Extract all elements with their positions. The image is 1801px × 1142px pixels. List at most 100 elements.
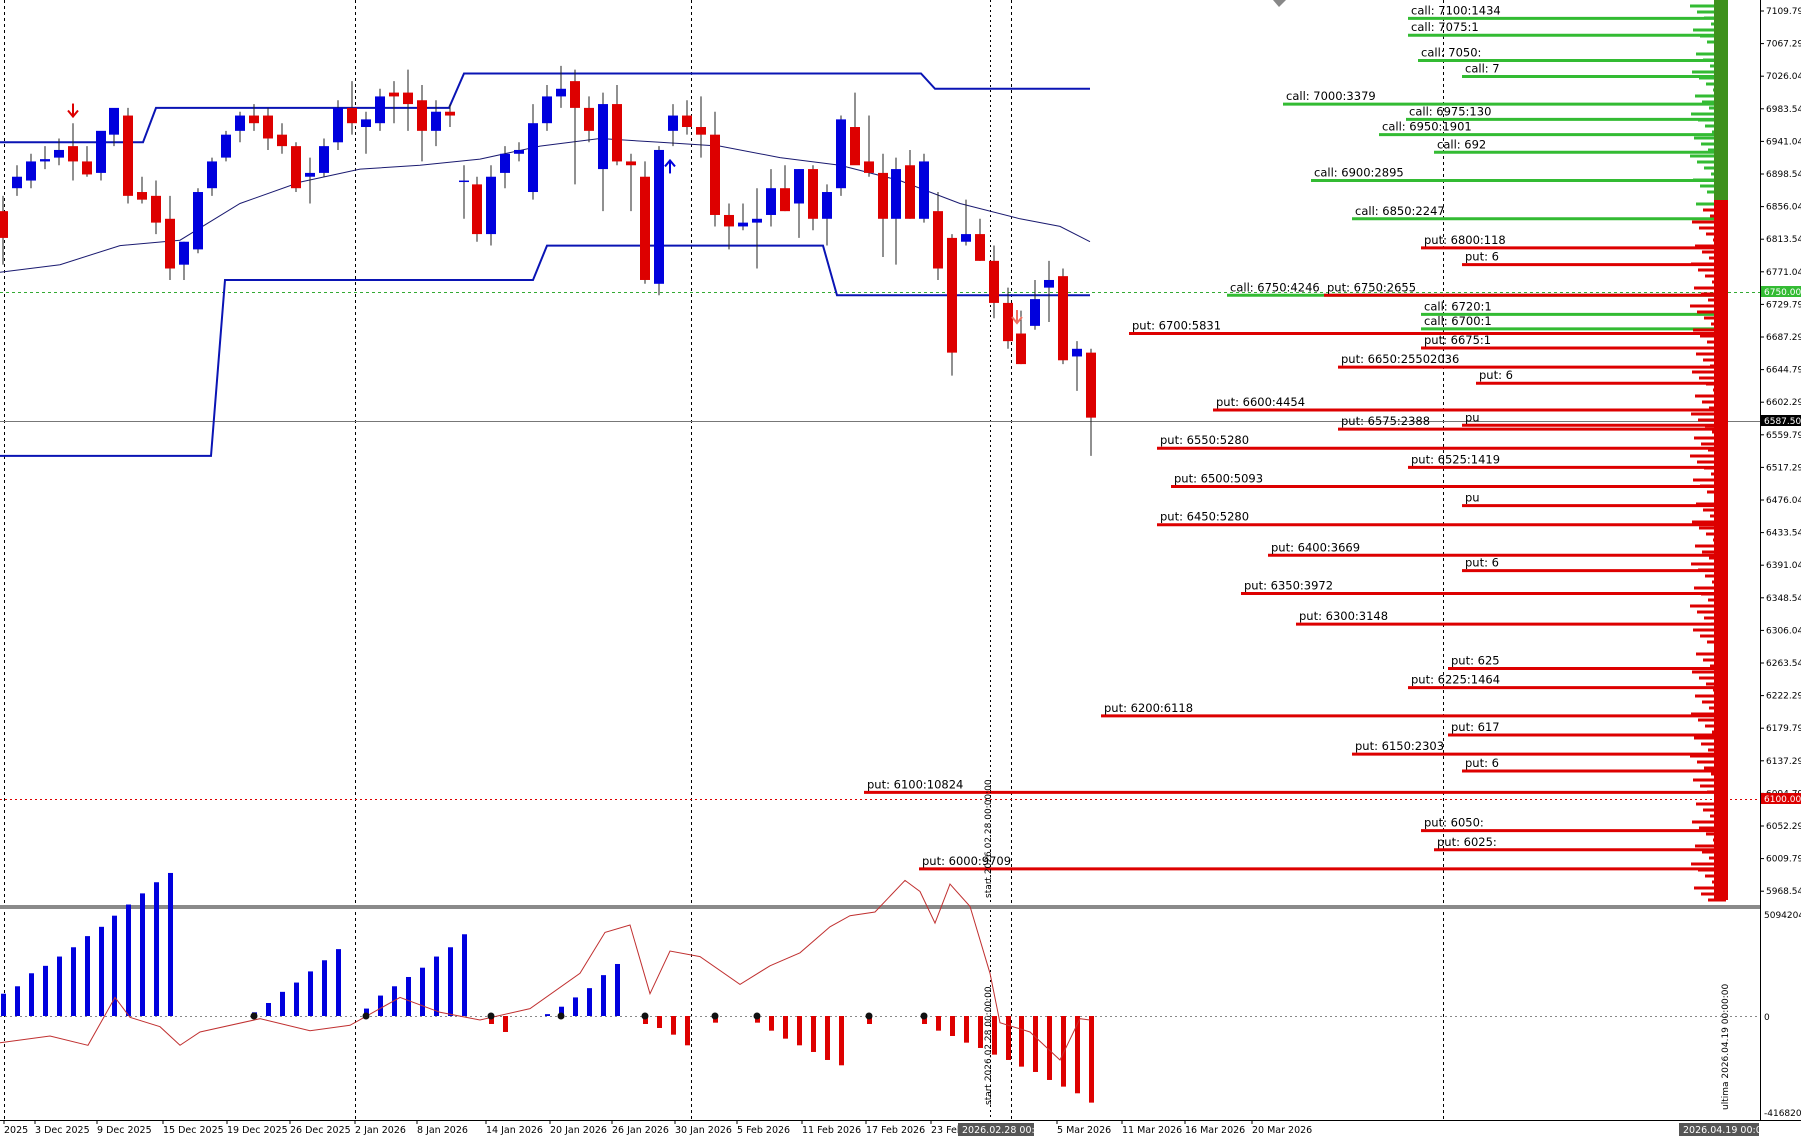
call-level-label: call: 7050: (1421, 45, 1481, 59)
oscillator-bar (615, 963, 620, 1016)
candle-body (975, 234, 985, 261)
oscillator-bar (922, 1016, 927, 1024)
oscillator-bar (992, 1016, 997, 1055)
svg-text:2026.02.28 00:00: 2026.02.28 00:00 (962, 1125, 1047, 1136)
put-level-label: put: 6800:118 (1424, 233, 1506, 247)
put-level-label: put: 6525:1419 (1411, 452, 1500, 466)
oscillator-bar (964, 1016, 969, 1043)
put-level-label: put: 6350:3972 (1244, 579, 1333, 593)
oscillator-bar (1, 993, 6, 1016)
put-level-label: put: 6300:3148 (1299, 609, 1388, 623)
oscillator-bar (15, 986, 20, 1016)
osc-axis-bottom: -4168209 (1764, 1109, 1801, 1119)
oscillator-bar (168, 872, 173, 1016)
candle-body (878, 172, 888, 219)
candle-body (724, 214, 734, 227)
price-axis-label: 6983.54 (1766, 105, 1801, 115)
candle-body (486, 176, 496, 235)
put-level-label: pu (1465, 491, 1480, 505)
time-axis-label: 9 Dec 2025 (97, 1125, 152, 1136)
price-channel (0, 72, 1091, 457)
oscillator-bar (1033, 1016, 1038, 1072)
price-axis-label: 6856.04 (1766, 203, 1801, 213)
candle-body (403, 92, 413, 105)
price-axis-label: 6222.29 (1766, 692, 1801, 702)
call-level-label: call: 6950:1901 (1382, 120, 1472, 134)
call-level-label: call: 6750:4246 (1230, 280, 1320, 294)
price-axis-label: 6687.29 (1766, 333, 1801, 343)
price-axis-label: 6476.04 (1766, 496, 1801, 506)
oscillator-bar (671, 1016, 676, 1035)
oscillator-bar (783, 1016, 788, 1039)
time-axis-label: 30 Jan 2026 (675, 1125, 732, 1136)
oscillator-bar (839, 1016, 844, 1066)
put-level-label: put: 6225:1464 (1411, 673, 1500, 687)
call-level-label: call: 7000:3379 (1286, 89, 1376, 103)
put-level: put: 6500:5093 (1171, 471, 1720, 488)
put-level-label: pu (1465, 410, 1480, 424)
call-level: call: 6850:2247 (1352, 204, 1720, 221)
candle-body (12, 176, 22, 189)
call-level-label: call: 6720:1 (1424, 299, 1492, 313)
channel-upper-line (0, 72, 1090, 144)
candle-body (347, 107, 357, 124)
put-level: put: 6700:5831 (1129, 319, 1720, 336)
candle-body (319, 146, 329, 173)
oscillator-bar (601, 975, 606, 1016)
oscillator-bar (336, 949, 341, 1016)
oscillator-bar (378, 995, 383, 1016)
oscillator-bar (364, 1008, 369, 1016)
arrow-down-icon (1011, 310, 1023, 325)
candle-body (542, 96, 552, 124)
candle-body (207, 161, 217, 189)
oscillator-dot (250, 1012, 258, 1020)
put-level-label: put: 6000:9709 (922, 854, 1011, 868)
call-level-label: call: 7 (1465, 62, 1500, 76)
put-level-label: put: 6700:5831 (1132, 319, 1221, 333)
candle-body (668, 115, 678, 131)
time-axis-label: 26 Jan 2026 (612, 1125, 669, 1136)
oscillator-bar (811, 1016, 816, 1052)
oscillator-bar (294, 982, 299, 1016)
oscillator-bar (462, 934, 467, 1016)
oscillator-bar (657, 1016, 662, 1028)
oscillator-bar (126, 904, 131, 1016)
call-level: call: 6700:1 (1421, 314, 1720, 331)
put-level: pu (1462, 410, 1720, 427)
oscillator-bar (489, 1016, 494, 1024)
end-date-badge: 2026.04.19 00:00 (1679, 1123, 1768, 1136)
time-axis-label: 5 Feb 2026 (737, 1125, 790, 1136)
time-axis-label: 20 Mar 2026 (1252, 1125, 1312, 1136)
call-level: call: 6975:130 (1406, 104, 1720, 121)
put-level-label: put: 6450:5280 (1160, 510, 1249, 524)
candle-body (891, 169, 901, 219)
oscillator-bar (797, 1016, 802, 1046)
oscillator-dot (711, 1012, 719, 1020)
candle-body (1030, 299, 1040, 326)
oscillator-bar (434, 956, 439, 1016)
oscillator-bar (1061, 1016, 1066, 1087)
oscillator-bar (1019, 1016, 1024, 1067)
price-axis-label: 6559.79 (1766, 431, 1801, 441)
oscillator-bar (420, 967, 425, 1016)
oscillator-bar (936, 1016, 941, 1031)
candle-body (375, 96, 385, 124)
window-marker-icon (1273, 0, 1286, 7)
price-axis-label: 7067.29 (1766, 40, 1801, 50)
put-level: put: 6650:25502036 (1338, 352, 1720, 369)
put-level: put: 617 (1448, 720, 1720, 737)
channel-lower-line (0, 244, 1090, 457)
oscillator-bar (85, 936, 90, 1016)
oscillator (0, 872, 1094, 1103)
call-level: call: 7100:1434 (1408, 3, 1720, 20)
moving-average-line (0, 137, 1091, 273)
oscillator-bar (545, 1014, 550, 1016)
put-level: put: 6675:1 (1421, 333, 1720, 350)
oscillator-bar (573, 997, 578, 1016)
candle-body (766, 188, 776, 215)
put-level: put: 6 (1476, 368, 1720, 385)
time-axis-label: 16 Mar 2026 (1185, 1125, 1245, 1136)
arrow-up-icon (664, 158, 676, 174)
signal-arrows (67, 103, 1023, 325)
